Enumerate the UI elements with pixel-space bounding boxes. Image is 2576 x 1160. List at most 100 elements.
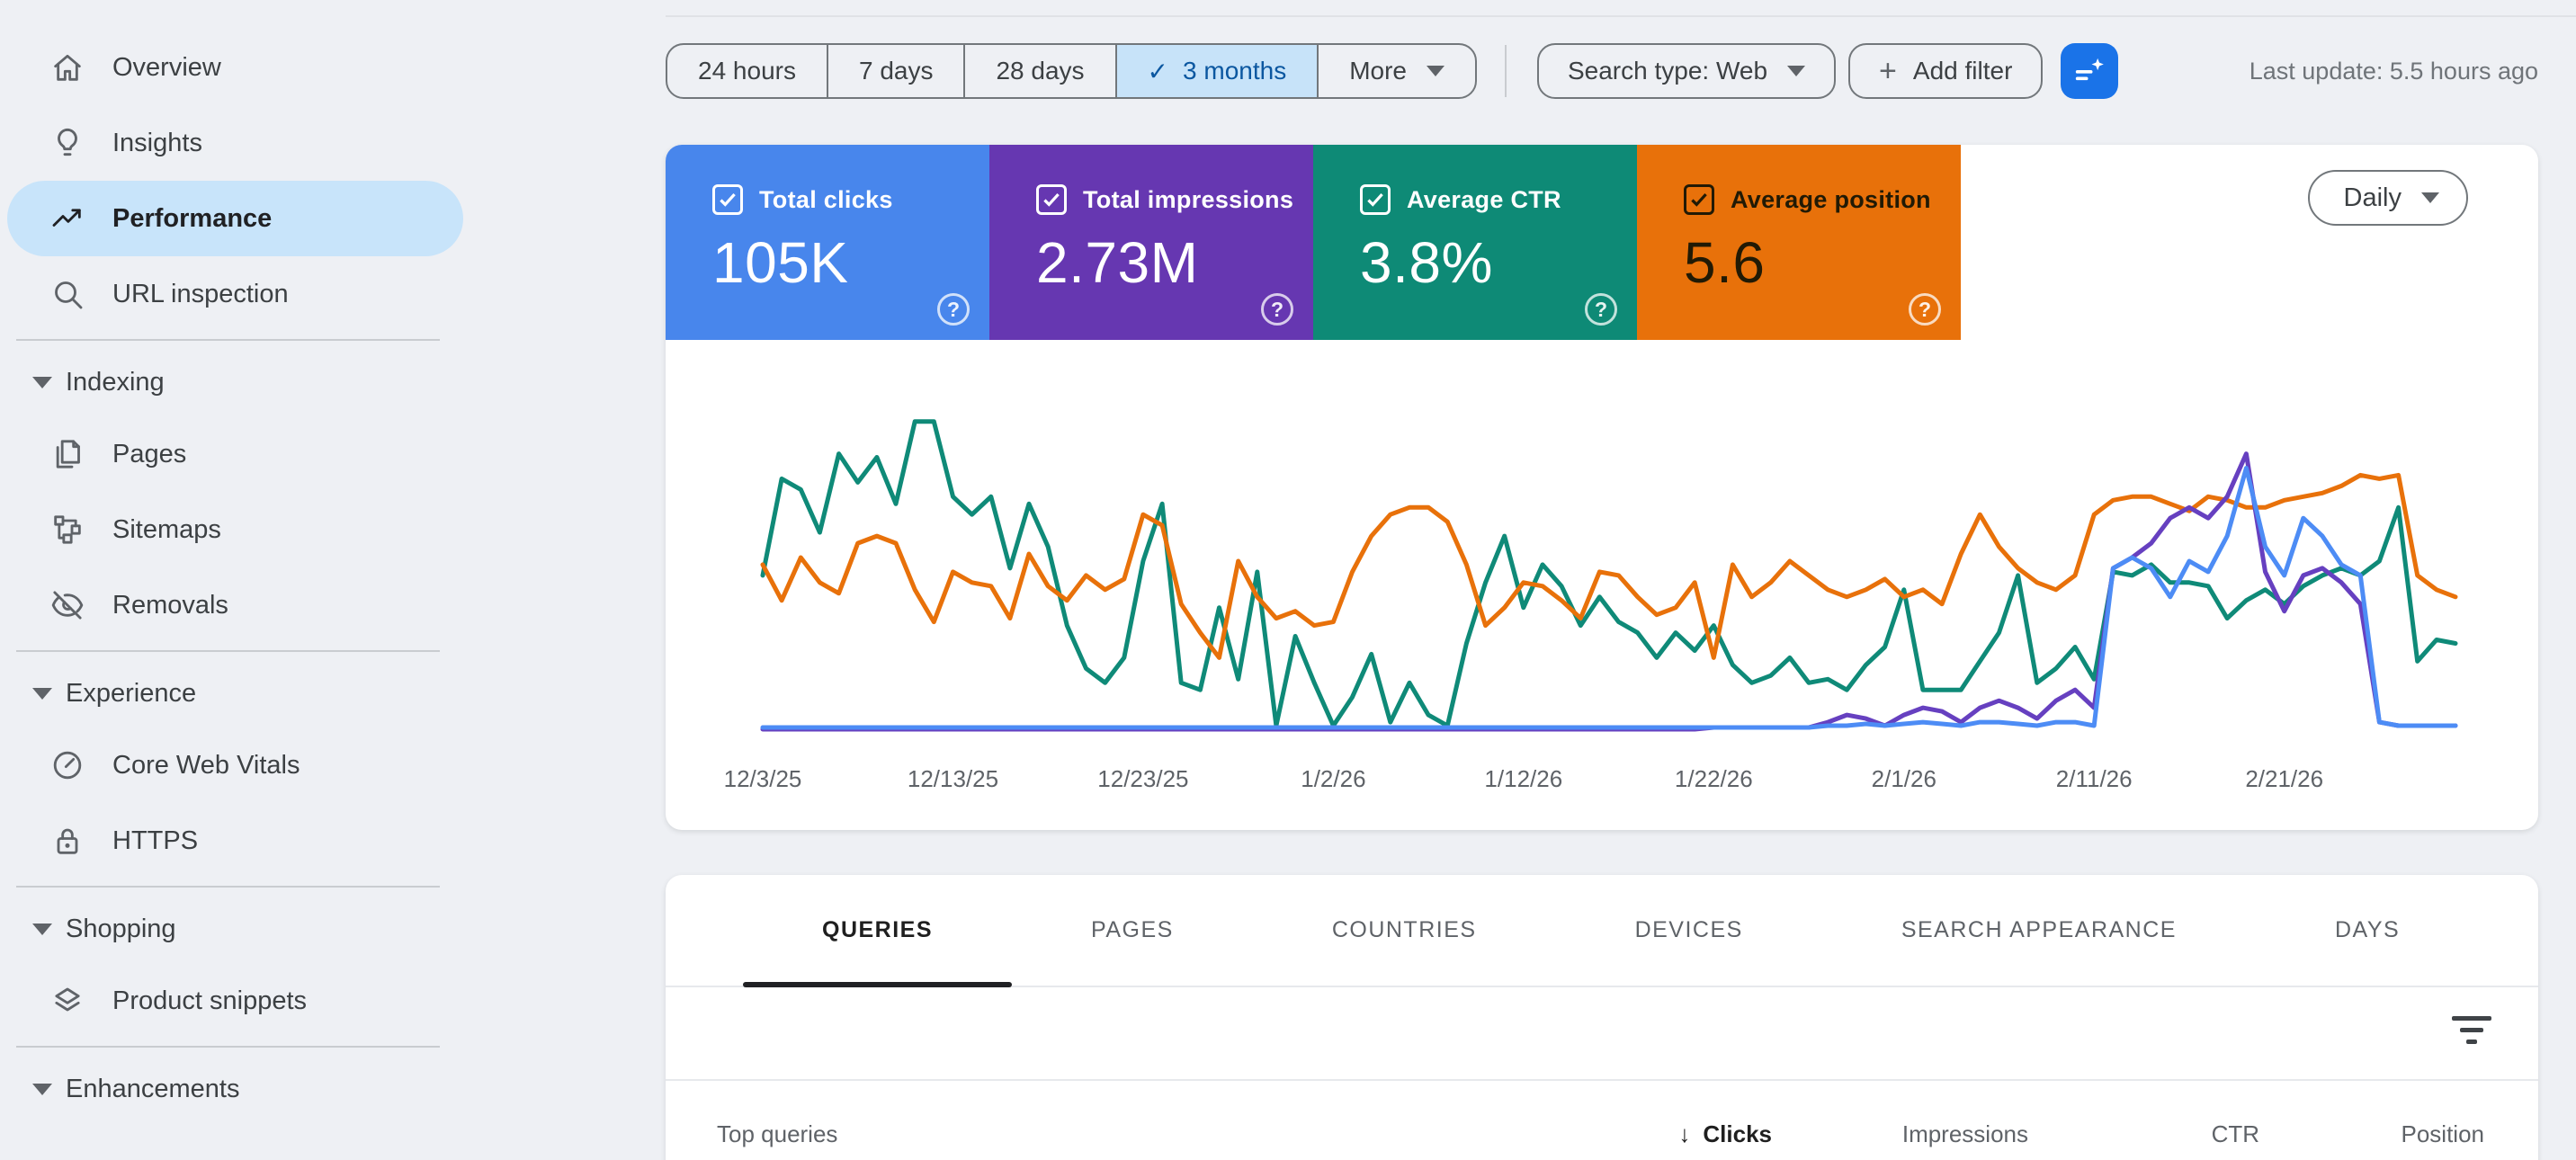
- date-range-label: 28 days: [996, 57, 1085, 85]
- sidebar-item-insights[interactable]: Insights: [7, 105, 463, 181]
- date-range-24-hours[interactable]: 24 hours: [667, 45, 827, 97]
- sort-desc-arrow-icon: ↓: [1678, 1120, 1691, 1147]
- x-axis-tick-label: 12/3/25: [724, 765, 802, 792]
- add-filter-label: Add filter: [1912, 57, 2013, 85]
- ai-filter-button[interactable]: [2061, 43, 2119, 99]
- tab-label: DAYS: [2334, 917, 2401, 942]
- sidebar-item-label: Pages: [112, 439, 187, 468]
- date-range-more-dropdown[interactable]: More: [1317, 45, 1475, 97]
- help-icon[interactable]: ?: [1585, 293, 1617, 326]
- sidebar-item-pages[interactable]: Pages: [7, 416, 463, 492]
- dimension-tabs: QUERIES PAGES COUNTRIES DEVICES SEARCH APPEA…: [666, 875, 2538, 987]
- column-header-top-queries[interactable]: Top queries: [717, 1120, 838, 1147]
- help-icon[interactable]: ?: [937, 293, 970, 326]
- tab-days[interactable]: DAYS: [2256, 875, 2479, 986]
- tab-search-appearance[interactable]: SEARCH APPEARANCE: [1822, 875, 2256, 986]
- trending-up-icon: [49, 201, 85, 236]
- chevron-down-icon: [1787, 66, 1806, 76]
- tab-label: QUERIES: [822, 917, 934, 942]
- sidebar-item-performance[interactable]: Performance: [7, 181, 463, 256]
- x-axis-tick-label: 1/12/26: [1484, 765, 1562, 792]
- sidebar-divider: [16, 339, 440, 341]
- position-line: [760, 472, 2458, 660]
- checkbox-checked-icon[interactable]: [1684, 184, 1714, 215]
- caret-down-icon: [32, 923, 52, 935]
- speedometer-icon: [49, 747, 85, 783]
- checkbox-checked-icon[interactable]: [1036, 184, 1067, 215]
- help-icon[interactable]: ?: [1261, 293, 1293, 326]
- metric-card-total-impressions[interactable]: Total impressions 2.73M?: [989, 145, 1313, 340]
- metric-value: 3.8%: [1360, 230, 1493, 295]
- tab-devices[interactable]: DEVICES: [1556, 875, 1822, 986]
- sidebar-group-label: Experience: [66, 678, 197, 708]
- sidebar-item-sitemaps[interactable]: Sitemaps: [7, 492, 463, 567]
- home-icon: [49, 49, 85, 85]
- main-content: 24 hours 7 days 28 days ✓ 3 months More Searc…: [666, 0, 2576, 1160]
- search-type-dropdown[interactable]: Search type: Web: [1536, 43, 1837, 99]
- checkbox-checked-icon[interactable]: [1360, 184, 1391, 215]
- performance-chart-card: Total clicks 105K? Total impressions 2.73M?…: [666, 145, 2538, 830]
- column-label: CTR: [2211, 1120, 2259, 1147]
- filter-list-icon[interactable]: [2452, 1016, 2491, 1051]
- sidebar-item-product-snippets[interactable]: Product snippets: [7, 963, 463, 1039]
- sidebar-item-https[interactable]: HTTPS: [7, 803, 463, 879]
- column-header-impressions[interactable]: Impressions: [1902, 1120, 2028, 1148]
- column-header-position[interactable]: Position: [2402, 1120, 2485, 1148]
- sidebar-group-indexing[interactable]: Indexing: [0, 348, 470, 416]
- layers-icon: [49, 983, 85, 1019]
- sidebar-group-label: Shopping: [66, 914, 176, 943]
- more-label: More: [1349, 57, 1407, 85]
- sidebar-item-removals[interactable]: Removals: [7, 567, 463, 643]
- date-range-label: 3 months: [1183, 57, 1287, 85]
- sidebar-item-label: Product snippets: [112, 986, 308, 1015]
- metric-card-average-ctr[interactable]: Average CTR 3.8%?: [1313, 145, 1637, 340]
- date-range-3-months[interactable]: ✓ 3 months: [1114, 45, 1318, 97]
- sidebar-item-label: URL inspection: [112, 279, 289, 308]
- filter-sparkle-icon: [2076, 58, 2105, 81]
- metric-label: Total impressions: [1083, 185, 1294, 213]
- tab-countries[interactable]: COUNTRIES: [1253, 875, 1556, 986]
- pages-icon: [49, 436, 85, 472]
- header-divider: [666, 15, 2576, 17]
- date-range-7-days[interactable]: 7 days: [826, 45, 964, 97]
- metric-card-average-position[interactable]: Average position 5.6?: [1637, 145, 1961, 340]
- checkbox-checked-icon[interactable]: [712, 184, 743, 215]
- column-header-clicks[interactable]: ↓ Clicks: [1678, 1120, 1772, 1148]
- tab-label: PAGES: [1091, 917, 1174, 942]
- metric-value: 105K: [712, 230, 849, 295]
- lightbulb-icon: [49, 125, 85, 161]
- add-filter-button[interactable]: + Add filter: [1848, 43, 2044, 99]
- tab-label: COUNTRIES: [1331, 917, 1477, 942]
- date-range-group: 24 hours 7 days 28 days ✓ 3 months More: [666, 43, 1477, 99]
- sidebar-group-shopping[interactable]: Shopping: [0, 895, 470, 963]
- sidebar-item-url-inspection[interactable]: URL inspection: [7, 256, 463, 332]
- sidebar-item-overview[interactable]: Overview: [7, 30, 463, 105]
- help-icon[interactable]: ?: [1909, 293, 1941, 326]
- sidebar-item-core-web-vitals[interactable]: Core Web Vitals: [7, 727, 463, 803]
- sidebar-divider: [16, 886, 440, 888]
- date-range-label: 24 hours: [698, 57, 796, 85]
- x-axis-tick-label: 2/21/26: [2245, 765, 2323, 792]
- sidebar-group-experience[interactable]: Experience: [0, 659, 470, 727]
- date-range-28-days[interactable]: 28 days: [963, 45, 1114, 97]
- x-axis-tick-label: 2/1/26: [1872, 765, 1936, 792]
- sidebar: Overview Insights Performance URL inspectio…: [0, 0, 666, 1160]
- ctr-line: [760, 419, 2458, 728]
- tab-queries[interactable]: QUERIES: [743, 875, 1013, 987]
- sidebar-item-label: Performance: [112, 203, 273, 233]
- sidebar-group-enhancements[interactable]: Enhancements: [0, 1055, 470, 1123]
- lock-icon: [49, 823, 85, 859]
- active-tab-underline: [743, 982, 1013, 987]
- tab-pages[interactable]: PAGES: [1012, 875, 1253, 986]
- column-header-ctr[interactable]: CTR: [2212, 1120, 2259, 1148]
- interval-dropdown[interactable]: Daily: [2307, 170, 2468, 226]
- filter-bar-separator: [1504, 45, 1507, 97]
- x-axis-tick-label: 12/13/25: [908, 765, 998, 792]
- chevron-down-icon: [1426, 66, 1445, 76]
- metric-card-total-clicks[interactable]: Total clicks 105K?: [666, 145, 989, 340]
- sidebar-item-label: Core Web Vitals: [112, 750, 300, 780]
- column-label: Position: [2401, 1120, 2485, 1147]
- x-axis-tick-label: 2/11/26: [2056, 765, 2133, 792]
- performance-chart: 12/3/25 12/13/25 12/23/25 1/2/26 1/12/26 1/22…: [724, 419, 2458, 792]
- caret-down-icon: [32, 376, 52, 388]
